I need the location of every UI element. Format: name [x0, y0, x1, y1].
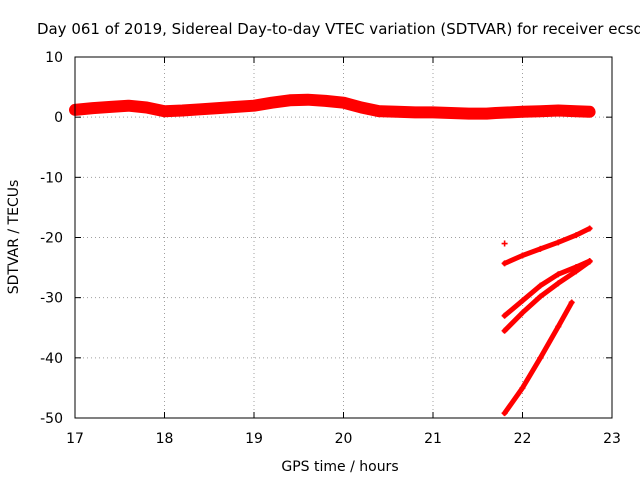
x-tick-label: 19: [245, 431, 263, 447]
y-tick-label: -50: [40, 411, 63, 427]
series-trace: [502, 258, 593, 319]
data-point: [519, 252, 526, 259]
data-point: [586, 225, 593, 232]
data-point: [537, 282, 544, 289]
chart-title: Day 061 of 2019, Sidereal Day-to-day VTE…: [37, 20, 640, 38]
data-point: [586, 258, 593, 265]
data-point: [215, 105, 222, 112]
x-tick-label: 20: [335, 431, 353, 447]
series-5: [501, 240, 508, 247]
data-point: [179, 107, 186, 114]
series-1: [501, 225, 593, 267]
data-point: [573, 108, 580, 115]
data-point: [286, 97, 293, 104]
data-point: [501, 327, 508, 334]
y-tick-label: -10: [40, 170, 63, 186]
data-point: [501, 260, 508, 267]
y-tick-label: 10: [45, 50, 63, 66]
data-point: [501, 240, 508, 247]
data-point: [555, 271, 562, 278]
data-point: [89, 105, 96, 112]
data-point: [573, 268, 580, 275]
x-tick-label: 17: [66, 431, 84, 447]
data-point: [233, 103, 240, 110]
series-trace: [69, 93, 596, 120]
ticks: 17 18 19 20 21 22 23 10 0 -10 -20 -30 -40 -50: [40, 50, 621, 447]
data-point: [586, 108, 593, 115]
data-point: [125, 102, 132, 109]
data-point: [412, 109, 419, 116]
x-tick-label: 21: [424, 431, 442, 447]
data-point: [519, 108, 526, 115]
data-point: [573, 232, 580, 239]
data-point: [555, 280, 562, 287]
series-4: [501, 299, 575, 417]
data-point: [322, 97, 329, 104]
data-point: [568, 299, 575, 306]
data-point: [161, 108, 168, 115]
data-point: [537, 245, 544, 252]
series-trace: [502, 259, 593, 334]
x-tick-label: 22: [514, 431, 532, 447]
data-point: [197, 106, 204, 113]
data-point: [340, 99, 347, 106]
series-0: [69, 93, 596, 120]
data-point: [430, 109, 436, 116]
data-point: [358, 104, 365, 111]
x-tick-label: 18: [156, 431, 174, 447]
data-point: [555, 323, 562, 330]
y-tick-label: -30: [40, 291, 63, 307]
data-points: [69, 93, 596, 417]
data-point: [447, 109, 454, 116]
x-tick-label: 23: [603, 431, 621, 447]
data-point: [537, 354, 544, 361]
data-point: [537, 293, 544, 300]
data-point: [376, 108, 383, 115]
y-tick-label: -40: [40, 351, 63, 367]
data-point: [519, 384, 526, 391]
data-point: [251, 102, 257, 109]
y-axis-label: SDTVAR / TECUs: [6, 180, 22, 295]
data-point: [555, 239, 562, 246]
y-tick-label: 0: [54, 110, 63, 126]
data-point: [519, 297, 526, 304]
data-point: [519, 309, 526, 316]
data-point: [394, 108, 401, 115]
data-point: [501, 312, 508, 319]
data-point: [483, 110, 490, 117]
data-point: [268, 99, 275, 106]
x-axis-label: GPS time / hours: [281, 459, 398, 475]
y-tick-label: -20: [40, 231, 63, 247]
data-point: [537, 108, 544, 115]
series-trace: [502, 226, 593, 266]
data-point: [107, 103, 114, 110]
data-point: [465, 110, 472, 117]
data-point: [501, 410, 508, 417]
data-point: [143, 104, 150, 111]
data-point: [492, 109, 499, 116]
series-3: [501, 258, 593, 334]
data-point: [304, 96, 311, 103]
data-point: [555, 107, 562, 114]
